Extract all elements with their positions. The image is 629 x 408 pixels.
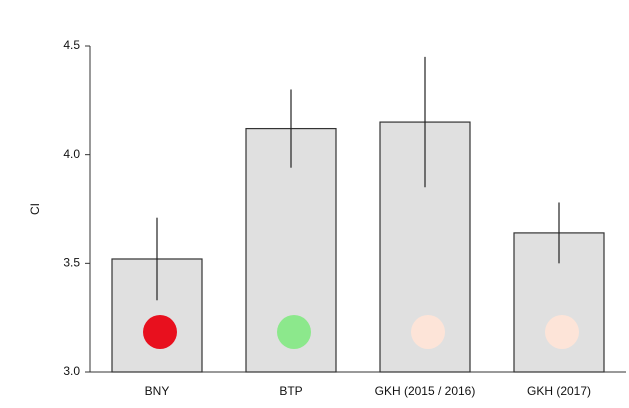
- marker-dot: [545, 315, 579, 349]
- y-tick-label: 4.0: [63, 147, 80, 161]
- x-tick-label: GKH (2015 / 2016): [375, 384, 476, 398]
- y-tick-label: 3.0: [63, 364, 80, 378]
- marker-dot: [411, 315, 445, 349]
- marker-dot: [277, 315, 311, 349]
- x-tick-label: BTP: [279, 384, 302, 398]
- marker-dot: [143, 315, 177, 349]
- x-tick-label: GKH (2017): [527, 384, 591, 398]
- y-tick-label: 4.5: [63, 38, 80, 52]
- y-tick-label: 3.5: [63, 256, 80, 270]
- y-axis-label: CI: [28, 203, 42, 215]
- x-tick-label: BNY: [145, 384, 170, 398]
